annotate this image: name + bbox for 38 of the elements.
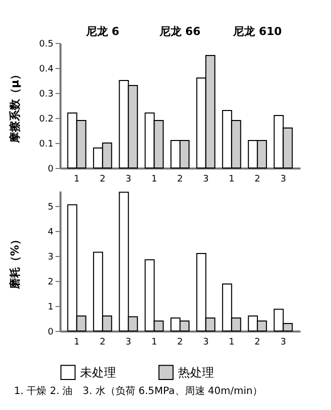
text: 尼龙 6 [84,25,120,38]
y-tick-label: 2 [48,278,54,288]
y-tick-label: 0.4 [39,64,54,74]
x-tick-label: 2 [254,174,260,184]
y-tick-label: 3 [48,252,54,262]
x-tick-label: 2 [177,338,183,348]
x-tick-label: 1 [228,174,234,184]
x-tick-label: 2 [254,338,260,348]
x-tick-label: 3 [202,174,209,184]
text: 1. 干燥 2. 油 3. 水（负荷 6.5MPa、周速 40m/min） [14,384,264,398]
x-tick-label: 1 [151,338,158,348]
x-tick-label: 1 [228,338,234,348]
y-axis-title: 摩擦系数（μ） [8,68,22,144]
x-tick-label: 3 [202,338,209,348]
y-tick-label: 0.3 [39,90,54,100]
text: 尼龙 610 [232,25,282,38]
y-axis-title: 磨耗（%） [8,234,22,290]
y-tick-label: 0.1 [39,140,54,150]
y-tick-label: 4 [48,228,54,238]
x-tick-label: 2 [100,338,106,348]
x-tick-label: 1 [74,338,80,348]
x-tick-label: 3 [280,174,286,184]
x-tick-label: 3 [280,338,286,348]
x-tick-label: 3 [126,174,132,184]
x-tick-label: 3 [126,338,132,348]
y-tick-label: 5 [48,202,54,212]
y-tick-label: 0.5 [39,40,54,50]
y-tick-label: 0 [48,164,54,174]
y-tick-label: 1 [48,302,54,312]
legend-label: 热处理 [178,365,214,380]
y-tick-label: 0.2 [39,114,54,124]
x-tick-label: 1 [151,174,158,184]
x-tick-label: 1 [74,174,80,184]
legend-label: 未处理 [80,365,116,380]
text: 尼龙 66 [158,25,201,38]
y-tick-label: 0 [48,328,54,338]
x-tick-label: 2 [177,174,183,184]
x-tick-label: 2 [100,174,106,184]
